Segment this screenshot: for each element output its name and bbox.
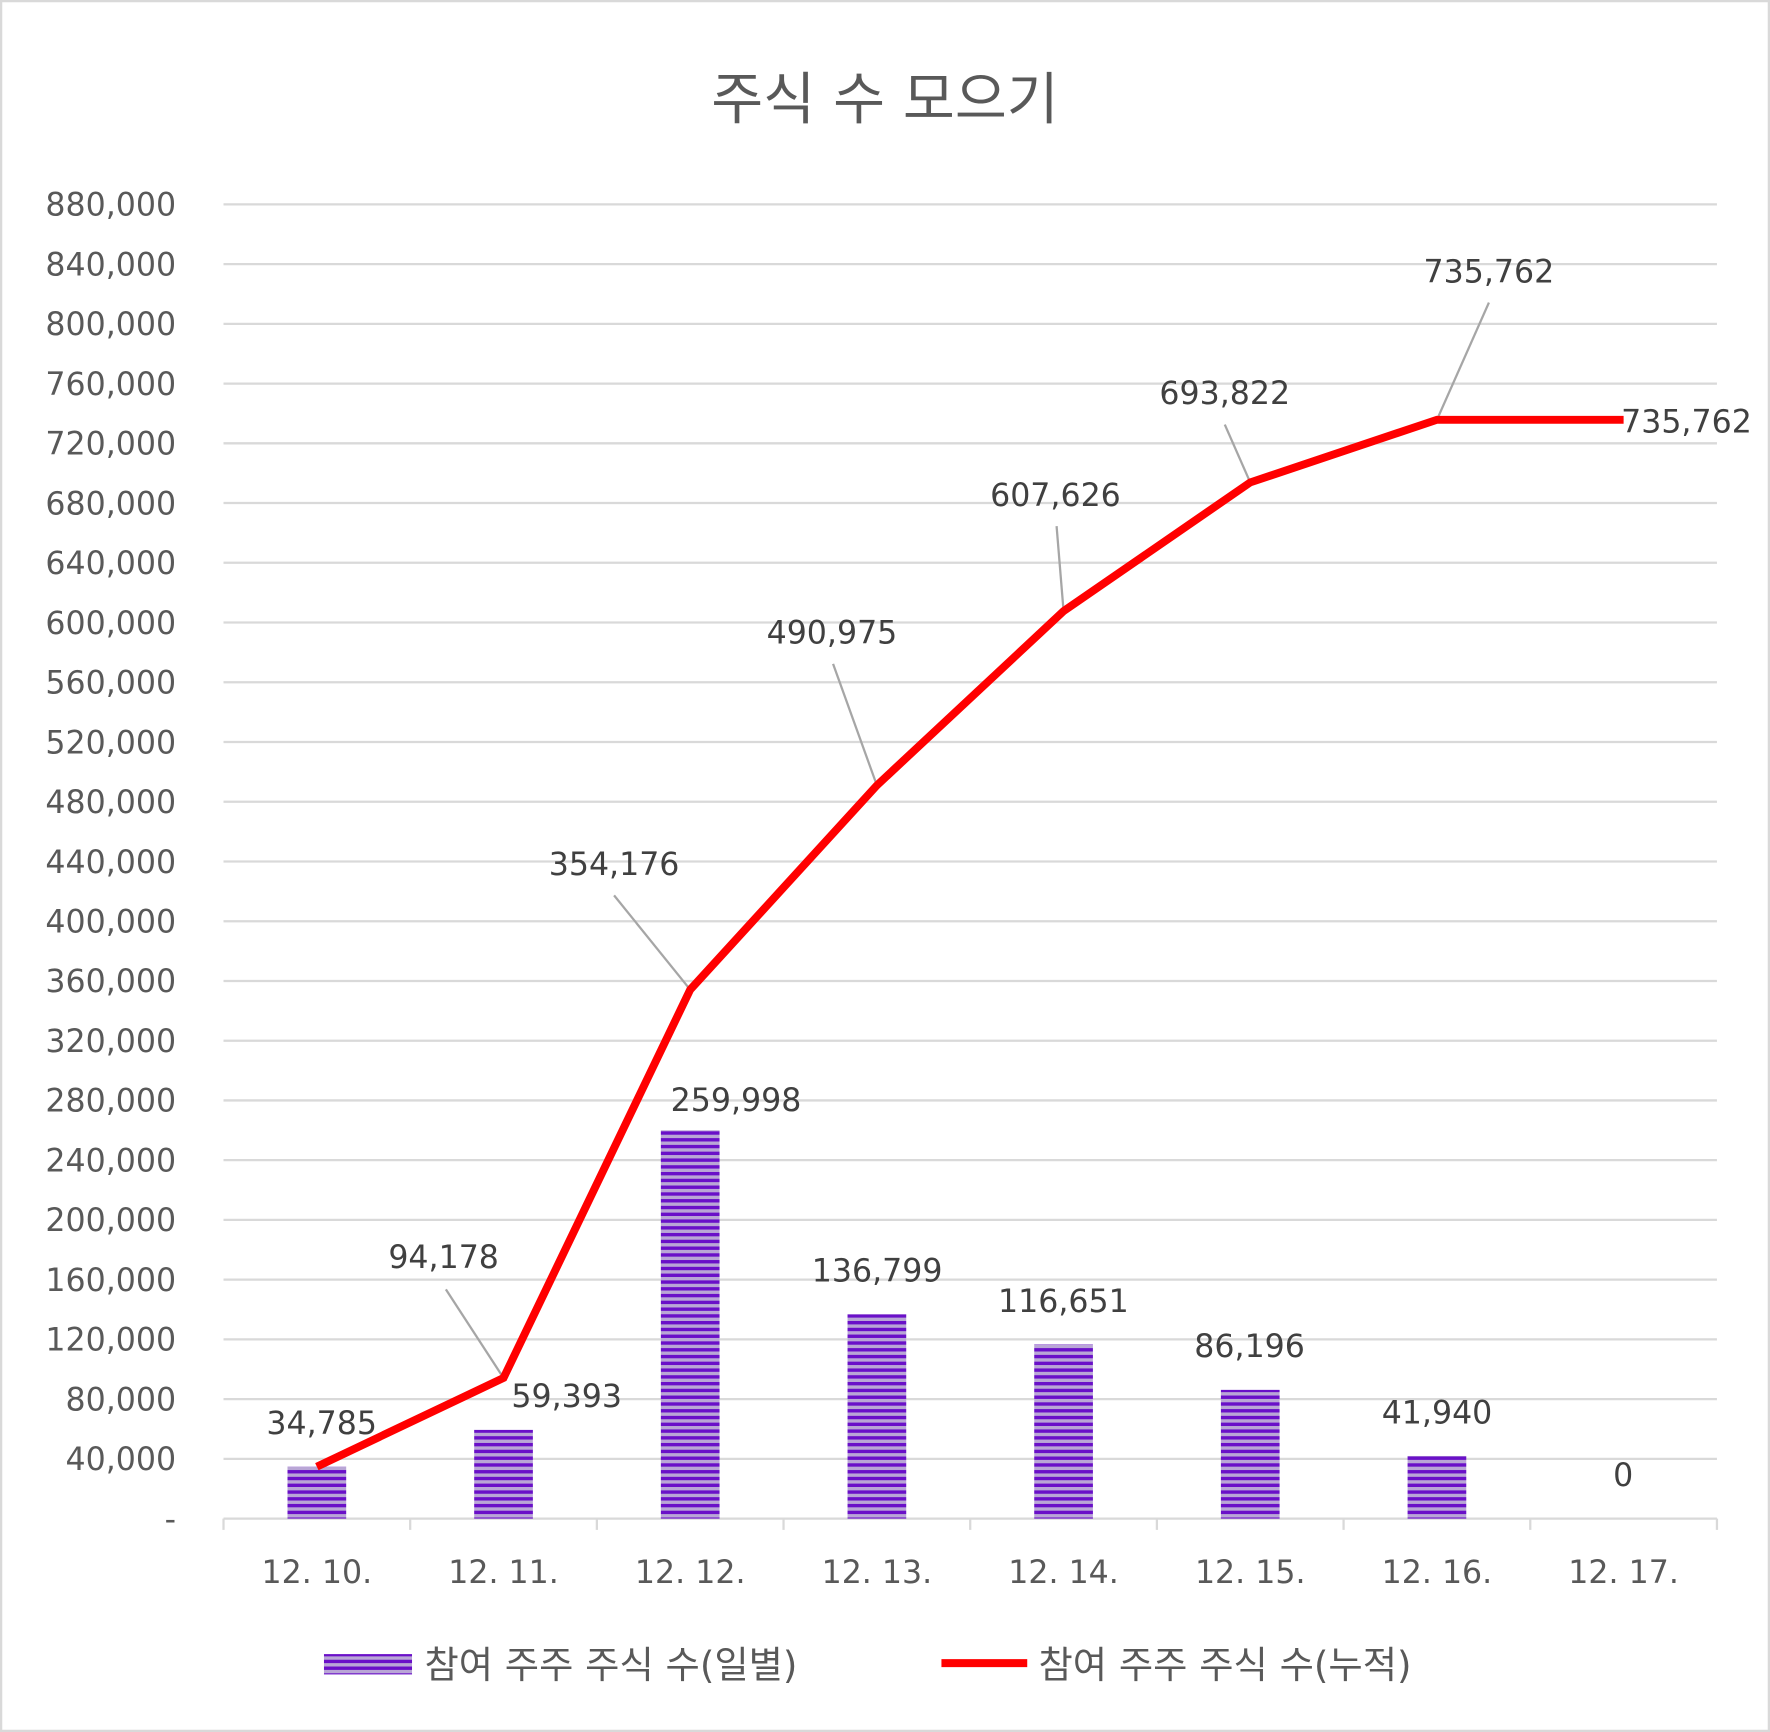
y-tick-label: - <box>165 1502 176 1538</box>
bar-data-label: 0 <box>1613 1458 1633 1494</box>
y-tick-label: 40,000 <box>65 1442 176 1478</box>
y-tick-label: 200,000 <box>45 1203 176 1239</box>
x-tick-label: 12. 12. <box>635 1555 746 1591</box>
bar-data-label: 259,998 <box>671 1083 802 1119</box>
leader-line <box>832 663 878 786</box>
y-tick-label: 400,000 <box>45 905 176 941</box>
legend-label-cumulative: 참여 주주 주식 수(누적) <box>1039 1643 1412 1687</box>
y-tick-label: 800,000 <box>45 307 176 343</box>
bar-data-label: 86,196 <box>1194 1329 1305 1365</box>
y-tick-label: 600,000 <box>45 606 176 642</box>
x-tick-label: 12. 10. <box>262 1555 373 1591</box>
y-tick-label: 720,000 <box>45 427 176 463</box>
legend: 참여 주주 주식 수(일별) 참여 주주 주식 수(누적) <box>323 1643 1412 1687</box>
x-tick-label: 12. 17. <box>1568 1555 1679 1591</box>
leader-line <box>1223 424 1252 483</box>
x-tick-label: 12. 14. <box>1008 1555 1119 1591</box>
line-data-label: 34,785 <box>266 1406 377 1442</box>
legend-swatch-daily <box>323 1654 413 1675</box>
y-tick-label: 560,000 <box>45 666 176 702</box>
line-data-label: 94,178 <box>388 1240 499 1276</box>
y-tick-label: 160,000 <box>45 1263 176 1299</box>
x-tick-label: 12. 13. <box>822 1555 933 1591</box>
y-tick-label: 640,000 <box>45 546 176 582</box>
y-tick-label: 120,000 <box>45 1323 176 1359</box>
bar <box>1220 1389 1280 1519</box>
line-data-label: 354,176 <box>549 847 680 883</box>
legend-label-daily: 참여 주주 주식 수(일별) <box>424 1643 797 1687</box>
y-tick-label: 840,000 <box>45 247 176 283</box>
leader-line <box>444 1288 505 1379</box>
y-tick-label: 80,000 <box>65 1382 176 1418</box>
line-data-label: 490,975 <box>767 616 898 652</box>
line-data-label: 693,822 <box>1159 376 1290 412</box>
leader-line <box>1055 526 1065 612</box>
leader-line <box>1435 302 1490 421</box>
bar-data-label: 59,393 <box>511 1379 622 1415</box>
y-tick-label: 280,000 <box>45 1084 176 1120</box>
y-tick-label: 240,000 <box>45 1143 176 1179</box>
x-tick-label: 12. 15. <box>1195 1555 1306 1591</box>
line-data-label: 735,762 <box>1621 404 1752 440</box>
y-tick-label: 680,000 <box>45 486 176 522</box>
bar-data-label: 41,940 <box>1382 1396 1493 1432</box>
leader-line <box>613 894 692 991</box>
chart-title: 주식 수 모으기 <box>711 68 1058 133</box>
bar <box>287 1466 347 1519</box>
y-tick-label: 760,000 <box>45 367 176 403</box>
y-tick-label: 360,000 <box>45 964 176 1000</box>
bar <box>1034 1344 1093 1519</box>
bar-data-label: 136,799 <box>812 1253 943 1289</box>
y-tick-label: 520,000 <box>45 725 176 761</box>
y-tick-label: 480,000 <box>45 785 176 821</box>
bar <box>847 1314 907 1519</box>
line-data-label: 735,762 <box>1424 254 1555 290</box>
x-tick-label: 12. 11. <box>448 1555 559 1591</box>
line-data-label: 607,626 <box>990 478 1121 514</box>
y-tick-label: 880,000 <box>45 188 176 224</box>
y-tick-label: 320,000 <box>45 1024 176 1060</box>
bar <box>1407 1455 1467 1519</box>
cumulative-line <box>315 415 1624 1471</box>
x-tick-label: 12. 16. <box>1382 1555 1493 1591</box>
bar <box>474 1429 533 1519</box>
bar-data-label: 116,651 <box>998 1284 1129 1320</box>
y-tick-label: 440,000 <box>45 845 176 881</box>
bar <box>660 1130 720 1519</box>
